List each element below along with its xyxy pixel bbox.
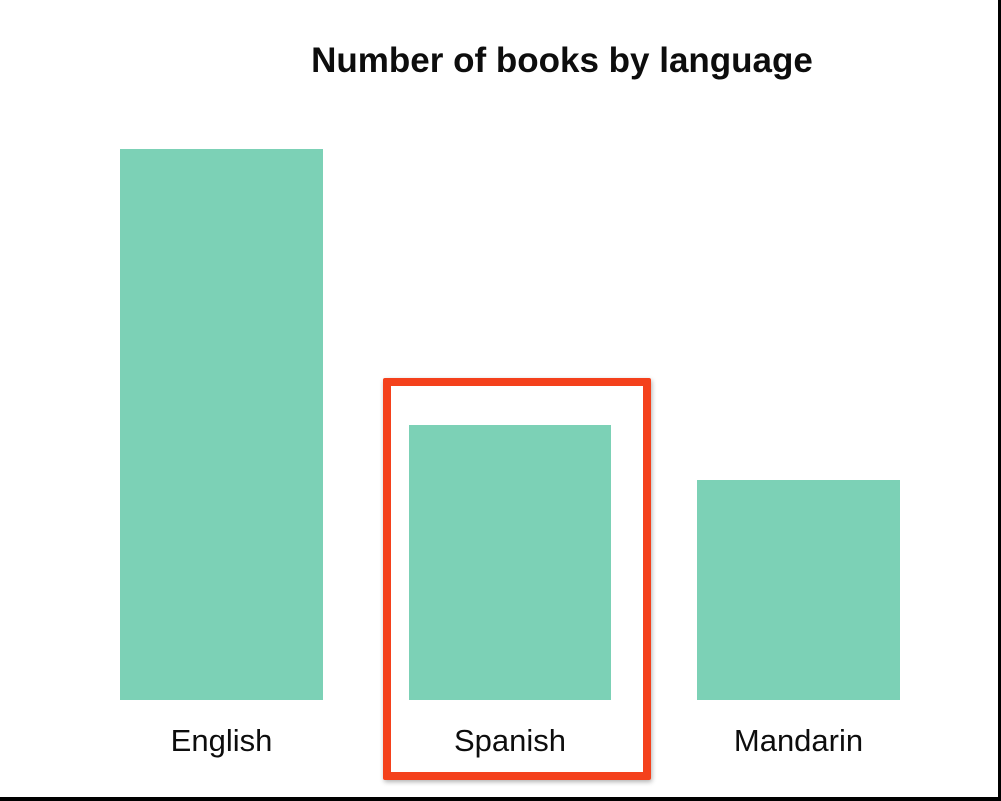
bar-english	[120, 149, 323, 700]
bar-spanish	[409, 425, 611, 700]
bar-label-mandarin: Mandarin	[733, 723, 864, 758]
bar-column-mandarin[interactable]	[697, 480, 900, 700]
chart-title: Number of books by language	[311, 41, 813, 80]
bar-mandarin	[697, 480, 900, 700]
bar-column-english[interactable]	[120, 149, 323, 700]
window-bottom-edge	[0, 797, 1001, 801]
bar-column-spanish[interactable]	[409, 425, 611, 700]
window-right-edge	[998, 0, 1001, 801]
bar-label-spanish: Spanish	[453, 723, 567, 758]
selection-highlight-box[interactable]	[383, 378, 651, 780]
bar-label-english: English	[170, 723, 273, 758]
